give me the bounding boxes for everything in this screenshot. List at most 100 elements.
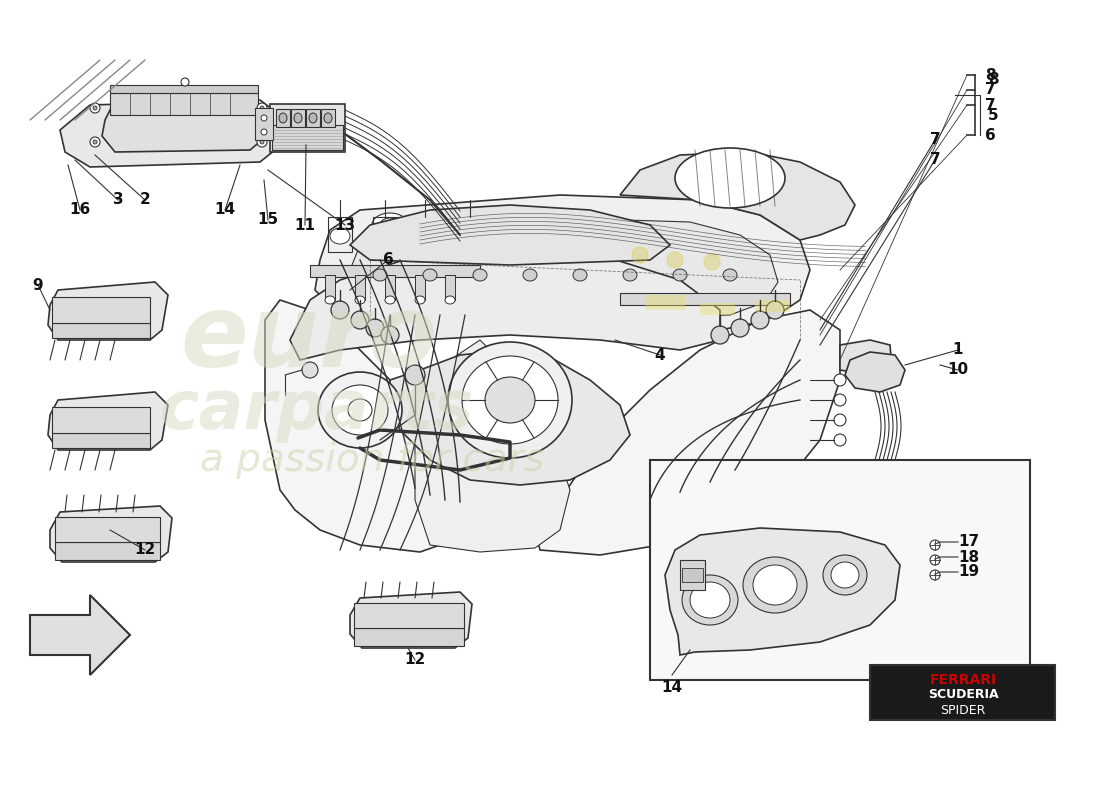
Text: 13: 13 xyxy=(334,218,355,233)
Bar xyxy=(620,293,790,305)
Ellipse shape xyxy=(257,137,267,147)
Ellipse shape xyxy=(742,557,807,613)
Polygon shape xyxy=(315,195,810,335)
Ellipse shape xyxy=(279,113,287,123)
Text: 14: 14 xyxy=(214,202,235,218)
Text: 14: 14 xyxy=(661,680,683,695)
Bar xyxy=(110,85,258,93)
Text: 7: 7 xyxy=(984,98,996,113)
Polygon shape xyxy=(265,300,450,552)
Text: 8: 8 xyxy=(984,67,996,82)
Ellipse shape xyxy=(94,106,97,110)
Ellipse shape xyxy=(373,269,387,281)
Polygon shape xyxy=(840,340,892,375)
Ellipse shape xyxy=(302,362,318,378)
Bar xyxy=(255,108,273,140)
Polygon shape xyxy=(350,205,670,265)
Ellipse shape xyxy=(330,228,350,244)
Text: 9: 9 xyxy=(33,278,43,293)
Ellipse shape xyxy=(375,228,395,244)
Bar xyxy=(354,603,464,628)
Polygon shape xyxy=(350,592,472,648)
Ellipse shape xyxy=(930,570,940,580)
Bar xyxy=(310,265,480,277)
Bar xyxy=(270,104,345,152)
Ellipse shape xyxy=(623,269,637,281)
Bar xyxy=(306,109,320,127)
Ellipse shape xyxy=(324,296,336,304)
Circle shape xyxy=(632,247,648,263)
Ellipse shape xyxy=(500,218,520,232)
Polygon shape xyxy=(290,245,720,360)
Text: 7: 7 xyxy=(930,153,940,167)
Ellipse shape xyxy=(260,106,264,110)
Ellipse shape xyxy=(723,269,737,281)
Bar xyxy=(870,665,1055,720)
Bar xyxy=(446,275,455,300)
Ellipse shape xyxy=(573,269,587,281)
Ellipse shape xyxy=(366,319,384,337)
Bar xyxy=(700,303,735,315)
Ellipse shape xyxy=(830,562,859,588)
Ellipse shape xyxy=(379,218,400,232)
Ellipse shape xyxy=(682,575,738,625)
Ellipse shape xyxy=(372,213,408,237)
Ellipse shape xyxy=(552,213,589,237)
Ellipse shape xyxy=(424,269,437,281)
Text: a passion for cars: a passion for cars xyxy=(200,441,544,479)
Polygon shape xyxy=(60,100,280,167)
Bar xyxy=(55,517,160,542)
Ellipse shape xyxy=(351,311,369,329)
Ellipse shape xyxy=(90,137,100,147)
Ellipse shape xyxy=(332,385,388,435)
Bar xyxy=(354,628,464,646)
Bar xyxy=(52,297,150,323)
Ellipse shape xyxy=(448,342,572,458)
Ellipse shape xyxy=(94,140,97,144)
Ellipse shape xyxy=(930,540,940,550)
Text: 5: 5 xyxy=(988,107,999,122)
Bar xyxy=(680,560,705,590)
Ellipse shape xyxy=(182,78,189,86)
Text: 6: 6 xyxy=(984,127,996,142)
Bar xyxy=(412,217,437,252)
Bar xyxy=(682,568,703,582)
Bar xyxy=(276,109,290,127)
Ellipse shape xyxy=(415,296,425,304)
Ellipse shape xyxy=(823,555,867,595)
Ellipse shape xyxy=(355,296,365,304)
Bar xyxy=(324,275,336,300)
Ellipse shape xyxy=(485,377,535,423)
Ellipse shape xyxy=(673,269,688,281)
Ellipse shape xyxy=(675,148,785,208)
Bar xyxy=(415,275,425,300)
Text: 19: 19 xyxy=(958,565,979,579)
Bar xyxy=(650,460,1030,680)
Ellipse shape xyxy=(446,296,455,304)
Ellipse shape xyxy=(90,103,100,113)
Text: 3: 3 xyxy=(112,193,123,207)
Ellipse shape xyxy=(432,213,468,237)
Polygon shape xyxy=(48,392,168,450)
Ellipse shape xyxy=(711,326,729,344)
Ellipse shape xyxy=(381,326,399,344)
Bar xyxy=(52,407,150,433)
Polygon shape xyxy=(620,152,855,240)
Text: 12: 12 xyxy=(134,542,155,558)
Text: 17: 17 xyxy=(958,534,979,550)
Ellipse shape xyxy=(834,414,846,426)
Ellipse shape xyxy=(348,399,372,421)
Text: 6: 6 xyxy=(383,253,394,267)
Polygon shape xyxy=(48,282,168,340)
Polygon shape xyxy=(30,595,130,675)
Ellipse shape xyxy=(834,394,846,406)
Ellipse shape xyxy=(405,365,425,385)
Polygon shape xyxy=(390,350,630,485)
Polygon shape xyxy=(50,506,172,562)
Ellipse shape xyxy=(766,301,784,319)
Text: euro: euro xyxy=(180,291,438,389)
Bar xyxy=(272,125,343,150)
Ellipse shape xyxy=(522,269,537,281)
Ellipse shape xyxy=(462,356,558,444)
Ellipse shape xyxy=(492,213,528,237)
